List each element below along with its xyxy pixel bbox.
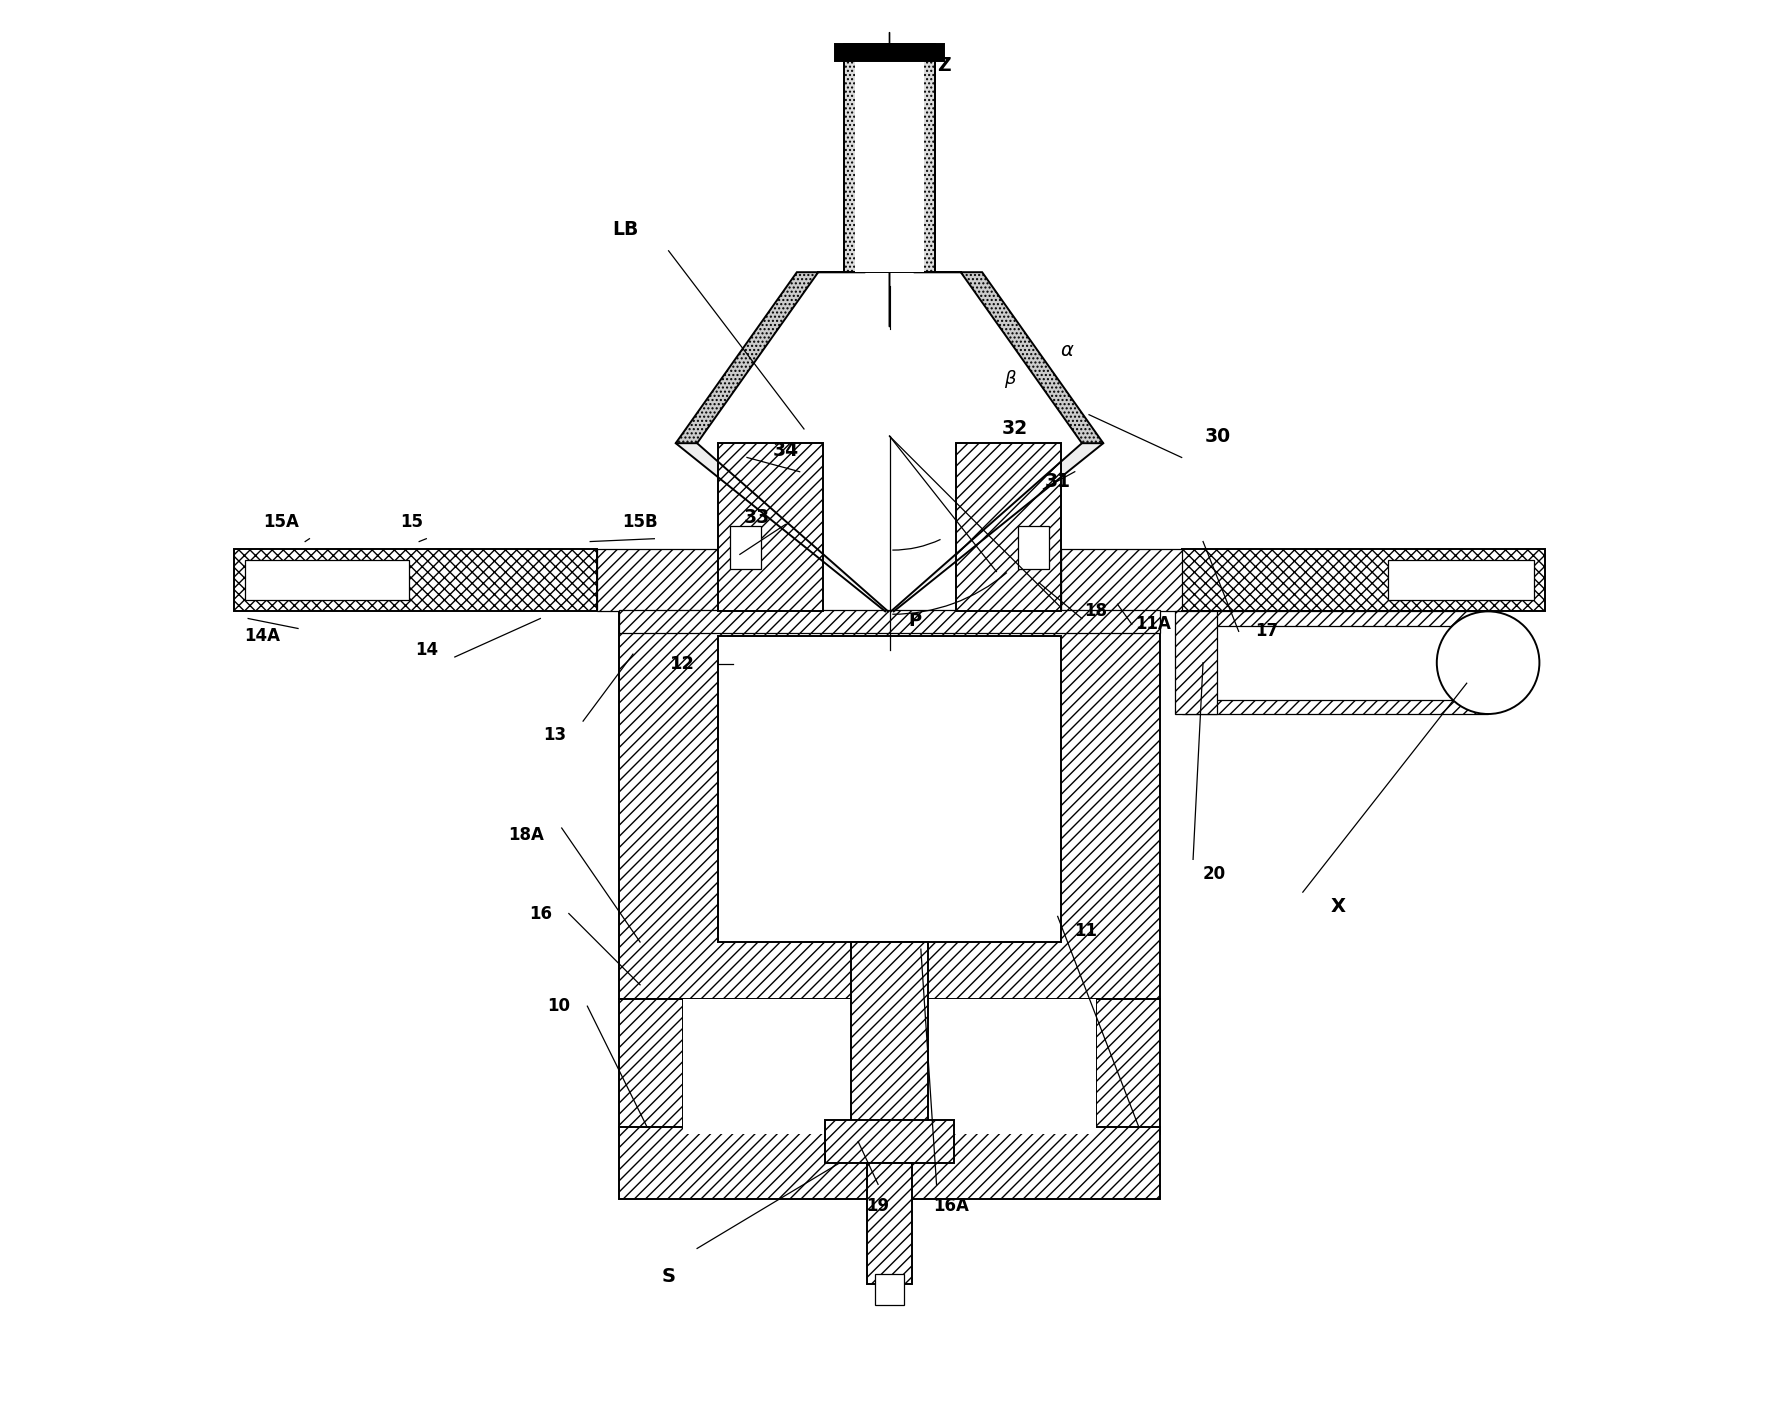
Bar	[825, 1120, 954, 1162]
Text: LB: LB	[612, 220, 639, 238]
Bar	[1181, 611, 1487, 625]
Bar	[1181, 548, 1546, 611]
Text: 31: 31	[1044, 473, 1071, 491]
Text: 15A: 15A	[263, 513, 299, 531]
Text: 10: 10	[548, 997, 571, 1015]
Text: $\beta$: $\beta$	[1003, 368, 1018, 390]
Text: 20: 20	[1203, 864, 1226, 883]
Text: 15: 15	[400, 513, 423, 531]
Bar	[246, 560, 409, 600]
Bar	[1060, 548, 1181, 611]
Bar	[856, 44, 923, 273]
Text: 15B: 15B	[623, 513, 658, 531]
Circle shape	[1437, 611, 1539, 714]
Polygon shape	[676, 443, 1103, 611]
Bar	[1388, 560, 1533, 600]
Text: 16: 16	[528, 904, 551, 922]
Polygon shape	[914, 273, 1103, 443]
Bar	[619, 1000, 683, 1134]
Bar	[719, 443, 822, 611]
Text: Z: Z	[938, 56, 950, 76]
Bar	[619, 1127, 1160, 1198]
Text: 32: 32	[1002, 420, 1028, 438]
Text: P: P	[909, 613, 922, 630]
Bar	[1096, 1000, 1160, 1134]
Bar	[1018, 526, 1050, 568]
Text: 16A: 16A	[932, 1197, 970, 1215]
Bar	[598, 548, 719, 611]
Bar	[729, 526, 761, 568]
Bar	[875, 1274, 904, 1305]
Text: 30: 30	[1204, 427, 1231, 446]
Text: S: S	[662, 1268, 676, 1287]
Polygon shape	[676, 273, 865, 443]
Bar	[619, 611, 1160, 1000]
Text: $\alpha$: $\alpha$	[1060, 341, 1075, 360]
Bar	[1181, 700, 1487, 714]
Bar	[866, 1162, 913, 1284]
Text: 14A: 14A	[244, 627, 281, 644]
Text: 19: 19	[866, 1197, 890, 1215]
Bar	[957, 443, 1060, 611]
Text: 14: 14	[415, 641, 438, 658]
Text: 18A: 18A	[509, 827, 544, 844]
Bar	[1174, 611, 1217, 714]
Text: 11: 11	[1075, 921, 1098, 940]
Bar	[850, 942, 929, 1148]
Text: 33: 33	[744, 508, 770, 527]
Text: 13: 13	[543, 727, 566, 744]
Bar	[233, 548, 598, 611]
Text: 34: 34	[772, 441, 799, 460]
Bar	[619, 610, 1160, 633]
Text: X: X	[1331, 897, 1347, 915]
Bar	[719, 635, 1060, 942]
Bar	[683, 1000, 1096, 1134]
Text: 12: 12	[671, 655, 696, 673]
Text: 18: 18	[1085, 603, 1108, 620]
Text: 17: 17	[1256, 623, 1279, 640]
Text: 11A: 11A	[1135, 615, 1171, 633]
Bar	[843, 44, 936, 273]
Bar	[1181, 611, 1487, 714]
Bar	[836, 44, 943, 61]
